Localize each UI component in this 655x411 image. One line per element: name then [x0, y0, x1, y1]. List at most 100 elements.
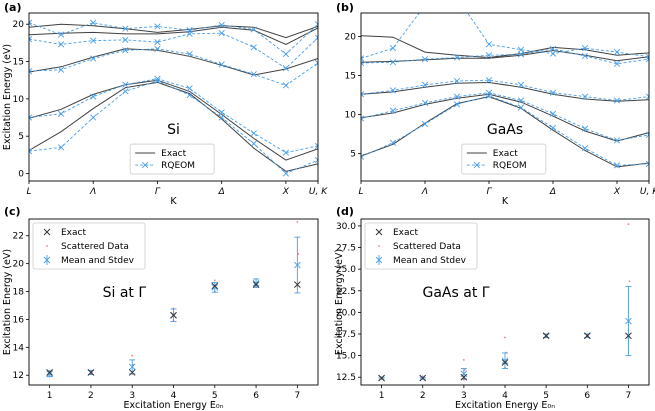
legend-exact-marker: [375, 228, 383, 236]
rqeom-band-1-point: [453, 101, 461, 108]
rqeom-band-5-point: [517, 46, 525, 53]
rqeom-band-5-point: [581, 45, 589, 52]
scatter-point: [504, 336, 506, 339]
rqeom-band-2-point: [314, 142, 318, 147]
y-tick-label: 20.0: [336, 308, 356, 318]
rqeom-band-2-point: [645, 131, 649, 136]
rqeom-band-5-point: [314, 23, 318, 28]
exact-marker: [252, 281, 260, 288]
rqeom-band-1-point: [29, 150, 33, 155]
rqeom-band-1-point: [389, 139, 397, 146]
scatter-point: [297, 252, 300, 255]
x-tick-label: 3: [129, 391, 135, 401]
rqeom-band-3-point: [645, 93, 649, 98]
scatter-point: [628, 280, 631, 283]
panel-title: GaAs: [487, 122, 523, 138]
rqeom-band-2-point: [218, 109, 225, 116]
rqeom-band-3-point: [361, 91, 365, 95]
panel-label: (b): [336, 1, 354, 14]
rqeom-band-4-point: [282, 65, 290, 72]
exact-marker: [170, 311, 177, 319]
rqeom-band-3-point: [57, 66, 65, 73]
legend-mean-label: Mean and Stdev: [61, 256, 135, 266]
rqeom-band-1-point: [282, 170, 290, 177]
rqeom-band-5-point: [29, 19, 33, 24]
rqeom-band-2-point: [361, 117, 365, 122]
rqeom-band-3-point: [218, 61, 225, 68]
panel-a: (a) 0 5 10 15 20 L Λ Γ Δ X U, K K Excitation Energy (…: [2, 1, 328, 207]
rqeom-band-2-line: [361, 92, 649, 141]
x-tick-label: Δ: [218, 187, 225, 197]
scatter-point: [296, 220, 299, 223]
x-tick-label: 2: [420, 391, 426, 401]
exact-band-2-line: [29, 79, 318, 161]
rqeom-band-3-point: [90, 55, 97, 62]
rqeom-band-2-point: [485, 89, 493, 96]
exact-marker: [46, 369, 53, 376]
y-axis-label: Excitation Energy (eV): [2, 44, 13, 150]
y-axis-label: Excitation Energy (eV): [2, 249, 13, 355]
x-tick-label: Λ: [89, 187, 96, 197]
rqeom-band-4-point: [421, 55, 429, 63]
exact-marker: [294, 281, 301, 288]
y-tick-label: 15: [13, 58, 24, 68]
rqeom-band-5-point: [314, 21, 318, 25]
rqeom-band-2-point: [361, 115, 365, 120]
rqeom-band-4-point: [549, 45, 557, 53]
mean-marker: [625, 317, 632, 325]
rqeom-band-1-point: [613, 162, 621, 169]
rqeom-band-5-point: [282, 50, 290, 58]
rqeom-band-2-point: [517, 97, 525, 104]
rqeom-band-4-point: [613, 60, 621, 67]
exact-band-4-line: [361, 49, 649, 63]
rqeom-band-3-point: [29, 68, 33, 72]
rqeom-band-4-point: [29, 38, 33, 43]
rqeom-band-2-point: [90, 93, 97, 100]
legend-box: [32, 222, 146, 270]
rqeom-band-2-point: [57, 110, 65, 117]
y-tick-label: 10: [345, 111, 357, 121]
rqeom-band-3-point: [250, 71, 257, 78]
legend-rqeom-label: RQEOM: [493, 161, 527, 171]
rqeom-band-1-point: [90, 114, 97, 121]
y-tick-label: 12: [13, 371, 24, 381]
rqeom-band-1-point: [250, 140, 257, 147]
rqeom-band-2-point: [645, 134, 649, 139]
rqeom-band-3-point: [421, 81, 429, 89]
exact-marker: [460, 373, 468, 381]
rqeom-band-4-point: [453, 54, 461, 61]
rqeom-band-3-point: [314, 59, 318, 64]
rqeom-band-5-point: [122, 25, 129, 32]
mean-marker: [252, 279, 260, 287]
rqeom-band-3-point: [361, 93, 365, 98]
x-tick-label: U, K: [640, 187, 655, 197]
exact-band-2-line: [361, 93, 649, 142]
mean-marker: [211, 284, 219, 291]
rqeom-band-2-point: [154, 75, 161, 82]
exact-marker: [419, 374, 427, 382]
rqeom-band-3-point: [314, 62, 318, 67]
x-tick-label: 4: [171, 391, 177, 401]
x-tick-label: 6: [584, 391, 590, 401]
legend-exact-label: Exact: [161, 149, 186, 159]
y-tick-label: 20: [345, 32, 357, 42]
legend-scatter-marker: [378, 245, 380, 247]
rqeom-band-1-point: [29, 148, 33, 152]
legend-mean-label: Mean and Stdev: [393, 256, 467, 266]
legend-exact-label: Exact: [61, 228, 86, 238]
exact-band-1-line: [29, 81, 318, 172]
rqeom-band-4-point: [314, 34, 318, 39]
x-tick-label: U, K: [309, 187, 328, 197]
exact-band-1-line: [361, 96, 649, 168]
y-tick-label: 15: [345, 72, 356, 82]
legend-rqeom-label: RQEOM: [161, 161, 195, 171]
rqeom-band-3-point: [154, 45, 161, 52]
rqeom-band-4-point: [57, 41, 65, 48]
rqeom-band-2-point: [250, 130, 257, 137]
rqeom-band-5-point: [613, 48, 621, 56]
x-tick-label: L: [26, 187, 31, 197]
panel-b: (b) 5 10 15 20 L Λ Γ Δ X U, K K GaAs Exact RQEOM: [336, 1, 655, 207]
exact-band-5-line: [361, 35, 649, 59]
y-tick-label: 10: [13, 95, 25, 105]
rqeom-band-2-point: [389, 107, 397, 114]
